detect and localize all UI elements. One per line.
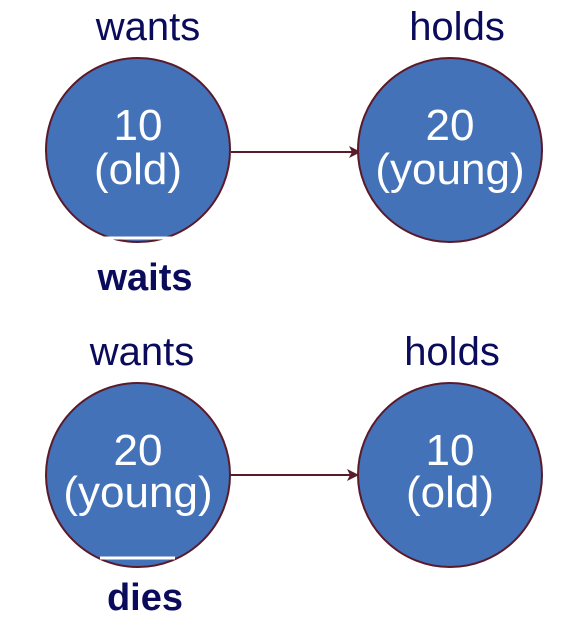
scenario-1-left-node — [45, 57, 231, 243]
scenario-1-right-node-age: (young) — [375, 145, 524, 194]
scenario-1-outcome: waits — [96, 257, 192, 299]
scenario-1-right-header: holds — [409, 5, 505, 49]
scenario-1-left-node-age: (old) — [94, 145, 182, 194]
scenario-2-right-node — [357, 382, 543, 568]
scenario-1-left-header: wants — [95, 5, 201, 49]
scenario-2-left-node-id: 20 — [114, 426, 163, 475]
scenario-2-left-header: wants — [89, 330, 195, 374]
scenario-1-left-node-id: 10 — [114, 101, 163, 150]
scenario-2-left-node-age: (young) — [63, 468, 212, 517]
scenario-2-outcome: dies — [107, 577, 183, 619]
scenario-2-right-node-id: 10 — [426, 426, 475, 475]
scenario-2-right-header: holds — [404, 330, 500, 374]
scenario-1-right-node — [357, 57, 543, 243]
scenario-2-left-node — [45, 382, 231, 568]
scenario-2-right-node-age: (old) — [406, 468, 494, 517]
scenario-1: wants holds 10 (old) 20 (young) waits — [45, 5, 543, 299]
scenario-1-right-node-id: 20 — [426, 101, 475, 150]
scenario-2: wants holds 20 (young) 10 (old) dies — [45, 330, 543, 619]
